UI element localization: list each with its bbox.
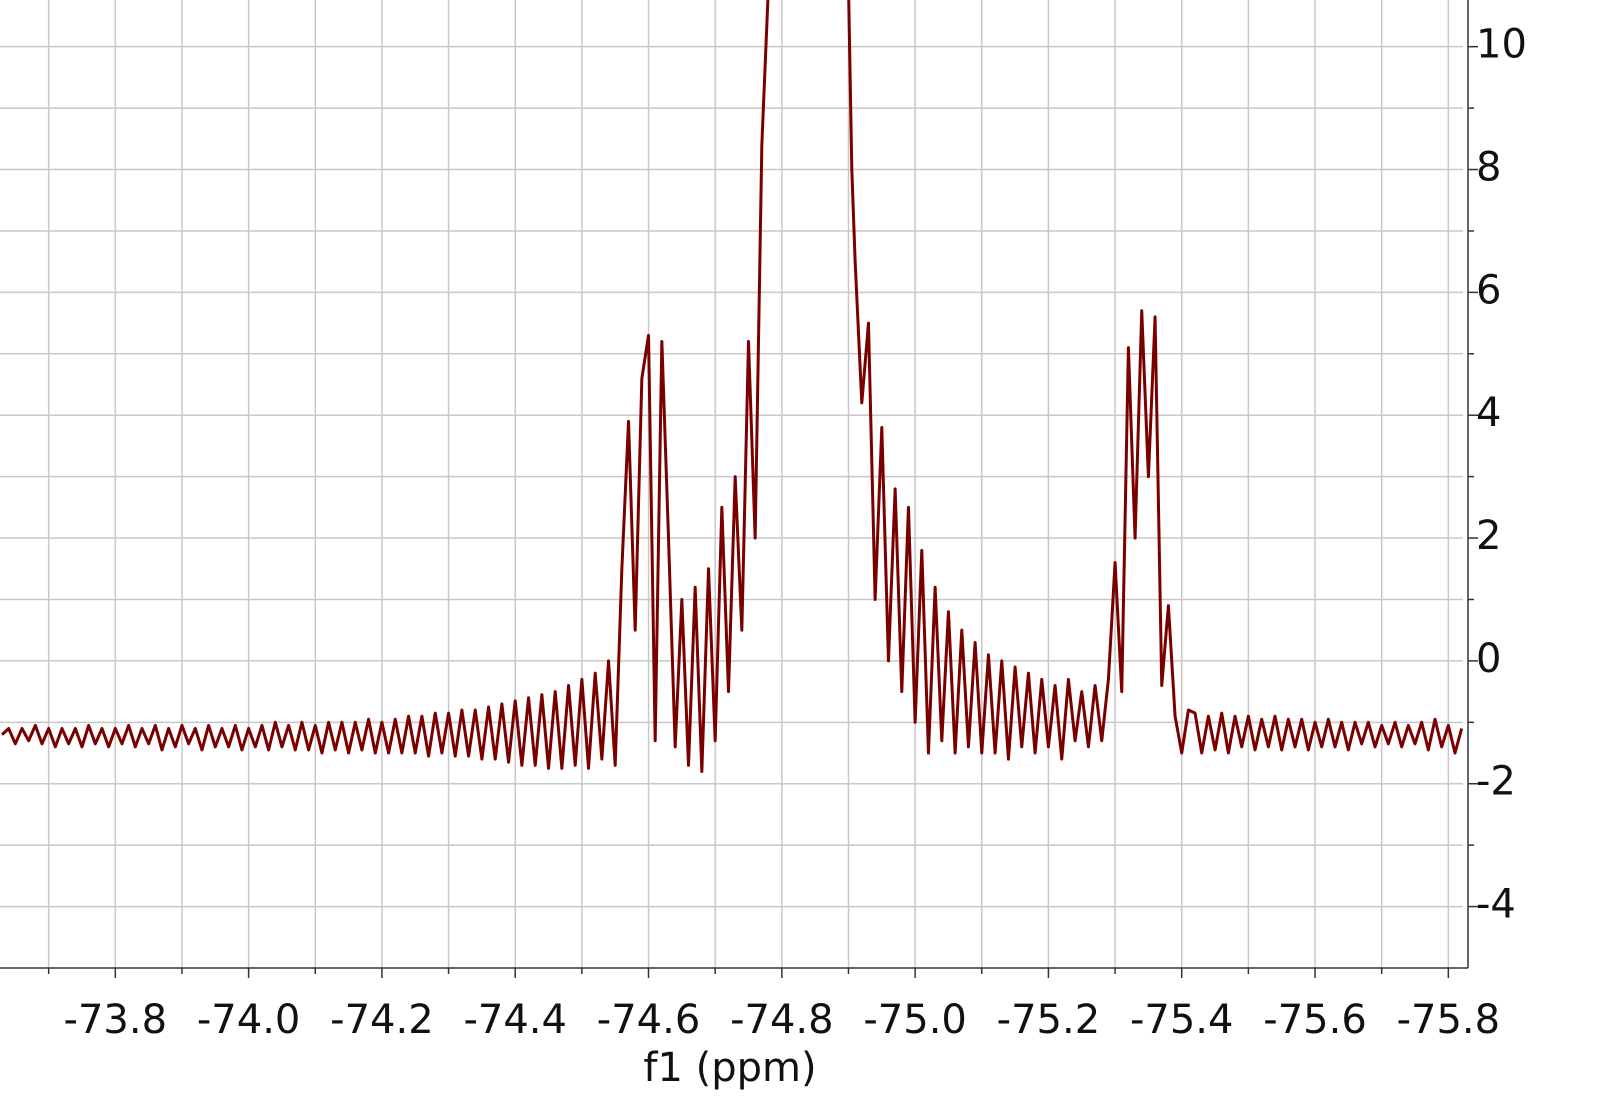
x-tick-label: -74.6	[597, 997, 701, 1043]
y-tick-label: 2	[1476, 513, 1501, 559]
x-tick-label: -74.0	[197, 997, 301, 1043]
y-tick-label: 8	[1476, 145, 1501, 191]
x-tick-label: -75.2	[997, 997, 1101, 1043]
y-tick-label: -4	[1476, 882, 1516, 928]
y-tick-label: 0	[1476, 636, 1501, 682]
y-tick-label: 6	[1476, 267, 1501, 313]
x-axis-title: f1 (ppm)	[643, 1045, 816, 1091]
x-tick-label: -74.8	[730, 997, 834, 1043]
grid	[0, 0, 1463, 968]
x-tick-label: -73.8	[64, 997, 168, 1043]
spectrum-line	[0, 0, 1463, 773]
x-tick-label: -75.4	[1130, 997, 1234, 1043]
x-tick-label: -74.2	[330, 997, 434, 1043]
y-tick-label: 10	[1476, 22, 1527, 68]
axes: -73.8 -74.0 -74.2 -74.4 -74.6 -74.8 -75.0 -75.2…	[0, 0, 1527, 1043]
x-tick-label: -75.0	[863, 997, 967, 1043]
x-tick-label: -75.8	[1397, 997, 1501, 1043]
y-tick-label: -2	[1476, 759, 1516, 805]
x-tick-label: -75.6	[1263, 997, 1367, 1043]
y-tick-label: 4	[1476, 390, 1501, 436]
x-tick-label: -74.4	[463, 997, 567, 1043]
plot-area	[0, 0, 1463, 773]
